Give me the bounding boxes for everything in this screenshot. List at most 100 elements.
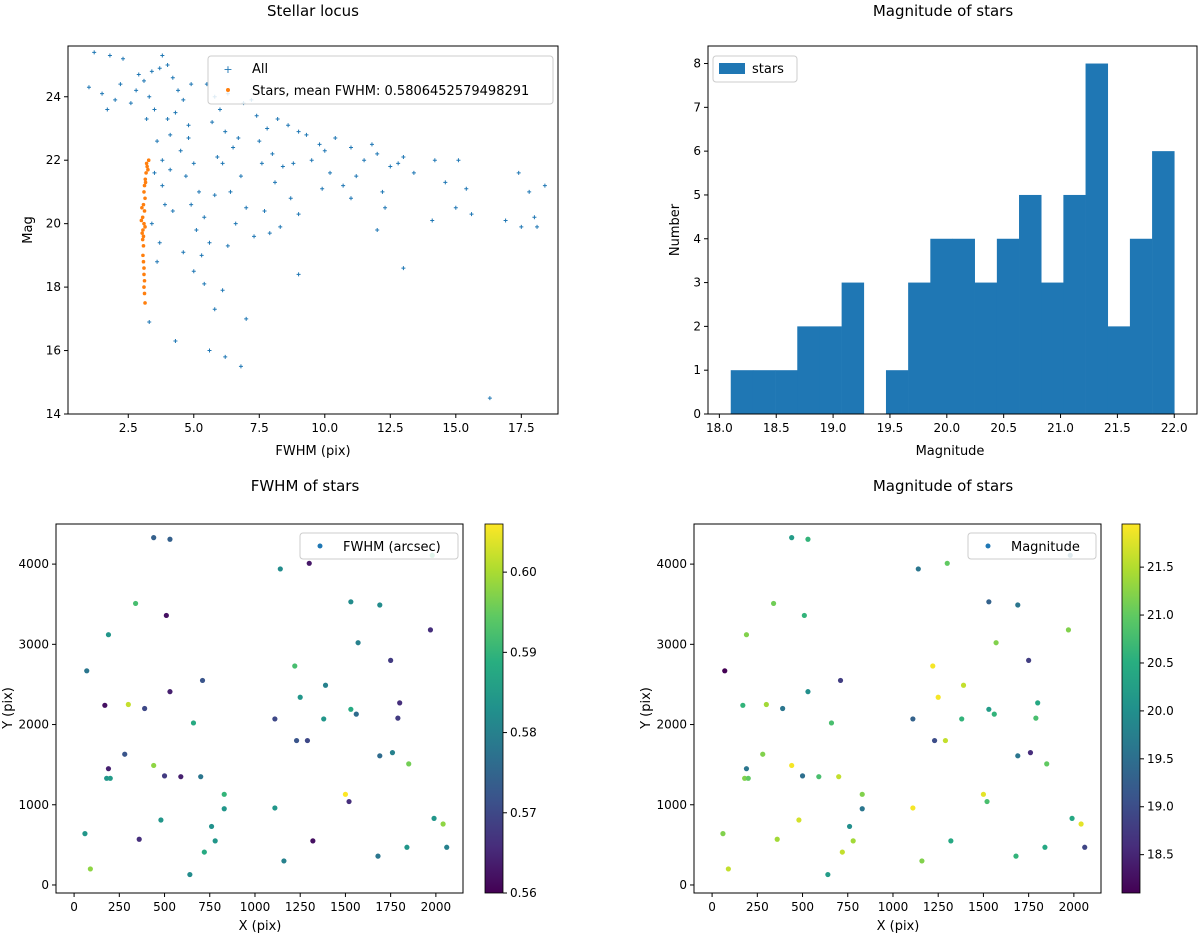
hist-xtick-label: 21.0 [1047, 421, 1074, 435]
hist-xtick-label: 21.5 [1104, 421, 1131, 435]
magmap-star-point [1069, 815, 1075, 821]
magmap-xtick-label: 1750 [1013, 900, 1044, 914]
locus-ytick-label: 24 [46, 90, 61, 104]
hist-xtick-label: 19.5 [877, 421, 904, 435]
locus-point-all [503, 218, 508, 223]
legend-label-stars: Stars, mean FWHM: 0.5806452579498291 [252, 84, 529, 99]
locus-point-star [143, 196, 147, 201]
magmap-xlabel: X (pix) [877, 919, 920, 934]
magmap-star-point [910, 716, 916, 722]
locus-point-all [375, 228, 380, 232]
fwhm-star-point [348, 599, 354, 605]
magmap-xtick-label: 1250 [923, 900, 954, 914]
hist-ytick-label: 7 [693, 100, 701, 114]
magmap-star-point [763, 701, 769, 708]
fwhm-star-point [102, 702, 108, 708]
magmap-star-point [910, 805, 916, 811]
magmap-colorbar-tick-label: 21.0 [1147, 608, 1174, 622]
locus-point-all [217, 107, 222, 112]
locus-point-all [162, 202, 167, 207]
locus-point-star [141, 228, 145, 232]
locus-point-all [270, 151, 275, 156]
locus-point-all [309, 158, 314, 163]
hist-ytick-label: 6 [693, 144, 701, 158]
magmap-star-point [986, 706, 992, 712]
locus-point-all [157, 240, 162, 245]
fwhm-star-point [125, 701, 131, 708]
magmap-star-point [930, 663, 936, 669]
locus-point-star [142, 291, 147, 296]
magmap-star-point [720, 831, 726, 837]
magmap-star-point [825, 871, 831, 878]
magmap-star-point [915, 566, 921, 572]
locus-point-star [143, 180, 148, 185]
locus-point-all [141, 78, 146, 83]
hist-xtick-label: 19.0 [820, 421, 847, 435]
hist-bar [996, 238, 1020, 414]
locus-xtick-label: 17.5 [508, 421, 535, 435]
magmap-star-point [1044, 761, 1050, 767]
locus-point-all [291, 161, 296, 166]
locus-xtick-label: 2.5 [119, 421, 138, 435]
hist-xtick-label: 18.0 [706, 421, 733, 435]
magmap-star-point [1082, 844, 1088, 850]
locus-point-all [341, 183, 346, 188]
fwhm-star-point [355, 640, 361, 646]
locus-point-all [527, 189, 532, 194]
fwhm-star-point [178, 774, 184, 780]
magmap-colorbar [1121, 523, 1141, 894]
magmap-star-point [740, 702, 746, 708]
locus-point-star [146, 167, 150, 172]
hist-ytick-label: 0 [693, 407, 701, 421]
magmap-star-point [942, 737, 949, 744]
legend-swatch-stars [719, 63, 745, 74]
magmap-x-ticks: 0 250 500 750 1000 1250 1500 1750 2000 [708, 893, 1089, 914]
fwhm-axes-frame [55, 523, 464, 894]
magmap-star-point [959, 716, 965, 722]
locus-point-all [432, 158, 437, 163]
locus-point-all [257, 139, 262, 144]
fwhm-xlabel: X (pix) [239, 919, 282, 934]
locus-point-star [140, 215, 145, 220]
magmap-star-point [1033, 715, 1039, 721]
fwhm-star-point [167, 689, 173, 695]
locus-point-all [178, 148, 183, 153]
locus-point-all [165, 63, 170, 68]
hist-bar [819, 326, 842, 414]
locus-point-all [233, 221, 238, 226]
locus-point-all [220, 288, 225, 293]
locus-point-all [469, 212, 474, 217]
locus-point-all [236, 136, 241, 140]
fwhm-star-point [105, 766, 112, 772]
fwhm-ytick-label: 0 [41, 878, 49, 892]
locus-point-all [202, 281, 207, 286]
fwhm-y-ticks: 0 1000 2000 3000 4000 [18, 557, 56, 892]
locus-xtick-label: 10.0 [311, 421, 338, 435]
legend-marker-stars [226, 88, 230, 92]
fwhm-ytick-label: 3000 [18, 637, 49, 651]
magmap-colorbar-ticks: 18.5 19.0 19.5 20.0 20.5 21.0 21.5 [1140, 560, 1174, 862]
magmap-xtick-label: 500 [791, 900, 814, 914]
locus-point-all [535, 224, 540, 229]
fwhm-colorbar-tick-label: 0.59 [510, 645, 537, 659]
locus-point-all [210, 120, 215, 125]
fwhm-xtick-label: 1500 [330, 900, 361, 914]
locus-point-all [348, 196, 353, 201]
locus-point-all [215, 155, 220, 160]
magmap-star-point [725, 866, 731, 872]
locus-point-all [100, 91, 105, 96]
locus-point-star [140, 237, 145, 242]
magmap-ytick-label: 3000 [656, 637, 687, 651]
magmap-star-point [1035, 700, 1041, 706]
hist-bar [1041, 282, 1064, 414]
magmap-star-point [986, 599, 992, 605]
fwhm-star-point [105, 632, 112, 638]
magmap-star-point [944, 560, 950, 566]
magmap-star-point [745, 775, 751, 781]
locus-point-all [173, 110, 178, 115]
fwhm-star-point [221, 791, 227, 797]
locus-point-all [168, 132, 173, 137]
fwhm-star-point [212, 838, 218, 844]
locus-point-all [197, 189, 202, 194]
locus-point-all [86, 85, 91, 90]
